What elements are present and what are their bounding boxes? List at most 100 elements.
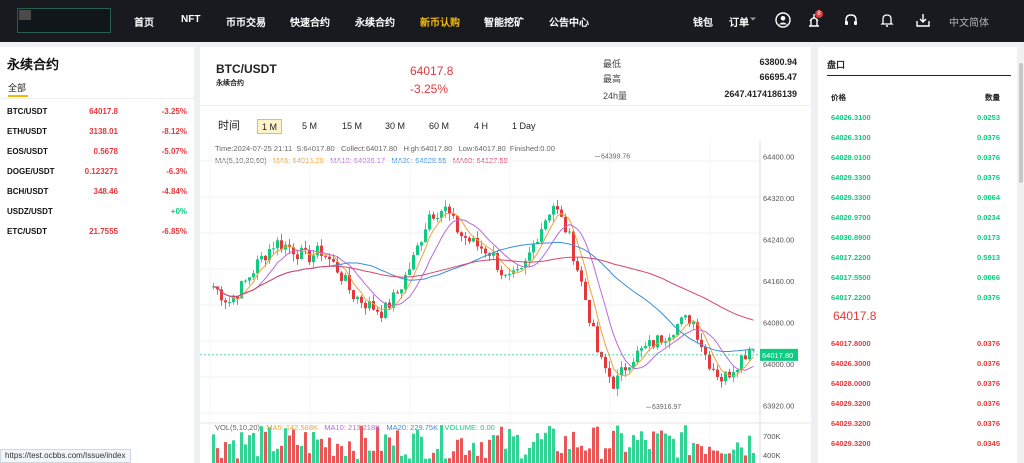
volume-bar xyxy=(644,439,647,463)
buy-order-row[interactable]: 64020.9700 0.0234 xyxy=(818,207,1017,227)
volume-bar xyxy=(448,458,451,463)
volume-bar xyxy=(684,425,687,463)
market-row[interactable]: USDZ/USDT +0% xyxy=(7,207,187,216)
nav-announcements[interactable]: 公告中心 xyxy=(549,18,589,29)
timeframe-60m[interactable]: 60 M xyxy=(429,121,450,131)
market-row[interactable]: ETH/USDT 3138.01 -8.12% xyxy=(7,127,187,136)
volume-bar xyxy=(360,425,363,463)
volume-bar xyxy=(416,429,419,463)
volume-bar xyxy=(736,442,739,463)
price-change: -3.25% xyxy=(410,82,449,96)
scrollbar-thumb[interactable] xyxy=(1019,63,1023,183)
candle-body xyxy=(572,231,575,262)
market-row[interactable]: EOS/USDT 0.5678 -5.07% xyxy=(7,147,187,156)
buy-order-row[interactable]: 64030.8900 0.0173 xyxy=(818,227,1017,247)
sell-order-row[interactable]: 64029.3200 0.0376 xyxy=(818,413,1017,433)
volume-bar xyxy=(748,435,751,463)
market-row[interactable]: BCH/USDT 348.46 -4.84% xyxy=(7,187,187,196)
sell-order-row[interactable]: 64026.3000 0.0376 xyxy=(818,353,1017,373)
buy-order-row[interactable]: 64017.2200 0.5913 xyxy=(818,247,1017,267)
volume-bar xyxy=(712,450,715,463)
chart-panel: BTC/USDT 永续合约 64017.8 -3.25% 最低 63800.94… xyxy=(200,47,811,463)
candle-body xyxy=(452,213,455,216)
volume-bar xyxy=(496,435,499,463)
volume-bar xyxy=(332,455,335,463)
candle-body xyxy=(752,349,755,351)
volume-bar xyxy=(672,438,675,463)
market-row[interactable]: BTC/USDT 64017.8 -3.25% xyxy=(7,107,187,116)
volume-bar xyxy=(528,447,531,463)
user-icon[interactable] xyxy=(775,12,791,28)
tab-all[interactable]: 全部 xyxy=(8,83,27,93)
volume-bar xyxy=(296,444,299,463)
volume-bar xyxy=(680,432,683,463)
volume-bar xyxy=(236,458,239,463)
buy-order-row[interactable]: 64017.5500 0.0066 xyxy=(818,267,1017,287)
volume-bar xyxy=(704,453,707,463)
timeframe-1day[interactable]: 1 Day xyxy=(512,121,536,131)
scrollbar[interactable] xyxy=(1018,47,1024,463)
timeframe-15m[interactable]: 15 M xyxy=(342,121,363,131)
candle-body xyxy=(300,247,303,259)
y-tick-label: 64080.00 xyxy=(763,319,794,328)
candlestick-chart[interactable]: 64400.00 64320.00 64240.00 64160.00 64080.00… xyxy=(200,141,811,463)
volume-bar xyxy=(444,458,447,463)
buy-order-row[interactable]: 64029.3300 0.0376 xyxy=(818,167,1017,187)
volume-bar xyxy=(356,458,359,463)
buy-order-row[interactable]: 64028.0100 0.0376 xyxy=(818,147,1017,167)
volume-bar xyxy=(376,426,379,463)
candle-body xyxy=(424,229,427,243)
nav-mining[interactable]: 智能挖矿 xyxy=(484,18,524,29)
sell-order-row[interactable]: 64029.3200 0.0345 xyxy=(818,433,1017,453)
candle-body xyxy=(328,256,331,260)
wallet-link[interactable]: 钱包 xyxy=(693,18,713,29)
market-row[interactable]: ETC/USDT 21.7555 -6.85% xyxy=(7,227,187,236)
nav-nft[interactable]: NFT xyxy=(181,14,201,25)
nav-home[interactable]: 首页 xyxy=(134,18,154,29)
orders-menu[interactable]: 订单 xyxy=(729,18,749,29)
sell-order-row[interactable]: 64017.8000 0.0376 xyxy=(818,333,1017,353)
candle-body xyxy=(448,206,451,214)
volume-bar xyxy=(400,455,403,463)
volume-bar xyxy=(692,443,695,463)
buy-order-row[interactable]: 64026.3100 0.0253 xyxy=(818,107,1017,127)
bell-icon[interactable] xyxy=(879,12,895,28)
market-row[interactable]: DOGE/USDT 0.123271 -6.3% xyxy=(7,167,187,176)
timeframe-1m[interactable]: 1 M xyxy=(257,119,283,134)
candle-body xyxy=(380,311,383,318)
candle-body xyxy=(616,375,619,389)
nav-perpetual[interactable]: 永续合约 xyxy=(355,18,395,29)
candle-body xyxy=(456,215,459,233)
nav-ido[interactable]: 新币认购 xyxy=(420,18,460,29)
buy-order-row[interactable]: 64029.3300 0.0064 xyxy=(818,187,1017,207)
order-price: 64026.3000 xyxy=(831,359,871,368)
timeframe-4h[interactable]: 4 H xyxy=(474,121,489,131)
candle-body xyxy=(516,268,519,271)
download-icon[interactable] xyxy=(915,12,931,28)
buy-order-row[interactable]: 64017.2200 0.0376 xyxy=(818,287,1017,307)
candle-body xyxy=(728,371,731,378)
timeframe-5m[interactable]: 5 M xyxy=(302,121,318,131)
sell-order-row[interactable]: 64029.3200 0.0376 xyxy=(818,393,1017,413)
notification-icon[interactable] xyxy=(806,12,822,28)
candle-body xyxy=(504,274,507,276)
headset-icon[interactable] xyxy=(843,12,859,28)
candle-body xyxy=(524,260,527,268)
timeframe-30m[interactable]: 30 M xyxy=(385,121,406,131)
site-logo[interactable] xyxy=(17,8,111,33)
volume-bar xyxy=(668,435,671,463)
volume-bar xyxy=(288,435,291,463)
sell-order-row[interactable]: 64028.0000 0.0376 xyxy=(818,373,1017,393)
candle-body xyxy=(432,214,435,219)
nav-spot[interactable]: 币币交易 xyxy=(226,18,266,29)
buy-order-row[interactable]: 64026.3100 0.0376 xyxy=(818,127,1017,147)
volume-bar xyxy=(552,428,555,463)
nav-quick-contract[interactable]: 快速合约 xyxy=(290,18,330,29)
candle-body xyxy=(276,240,279,249)
language-selector[interactable]: 中文简体 xyxy=(949,18,989,29)
order-qty: 0.0376 xyxy=(977,153,1000,162)
volume-bar xyxy=(576,447,579,463)
order-price: 64017.8000 xyxy=(831,339,871,348)
candle-body xyxy=(256,259,259,274)
candle-body xyxy=(460,232,463,237)
